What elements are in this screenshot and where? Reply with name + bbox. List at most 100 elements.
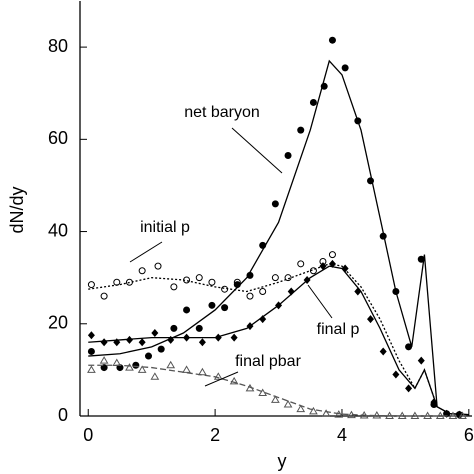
point: [287, 287, 295, 296]
point: [367, 177, 375, 185]
point: [166, 360, 176, 369]
point: [167, 335, 175, 344]
y-tick-label: 20: [48, 313, 68, 333]
point: [170, 283, 178, 291]
point: [99, 356, 109, 364]
point: [183, 333, 191, 342]
point: [410, 411, 420, 419]
point: [100, 338, 108, 347]
point: [246, 271, 254, 279]
annotation-line: [204, 371, 239, 387]
series-label: final pbar: [235, 353, 301, 370]
annotation-line: [307, 284, 333, 319]
point: [392, 288, 400, 295]
point: [183, 276, 191, 284]
point: [213, 372, 223, 380]
x-tick-label: 6: [464, 425, 474, 445]
point: [258, 388, 268, 396]
point: [372, 411, 382, 419]
point: [182, 365, 191, 373]
point: [208, 278, 216, 286]
point: [397, 411, 407, 419]
point: [230, 333, 238, 342]
point: [198, 338, 206, 347]
point: [341, 64, 349, 72]
y-tick-label: 60: [48, 128, 68, 148]
point: [214, 333, 222, 342]
point: [170, 324, 178, 332]
annotation-line: [231, 127, 283, 174]
point: [309, 267, 317, 275]
point: [113, 338, 121, 347]
x-tick-label: 4: [337, 425, 347, 445]
point: [435, 411, 445, 419]
point: [392, 370, 400, 379]
point: [100, 292, 108, 300]
point: [195, 324, 203, 332]
point: [221, 285, 229, 293]
series-label: initial p: [140, 219, 190, 236]
point: [125, 335, 133, 344]
point: [87, 331, 95, 340]
point: [259, 241, 267, 249]
point: [113, 278, 121, 286]
point: [137, 365, 147, 373]
point: [229, 376, 239, 385]
point: [347, 410, 356, 419]
point: [283, 399, 293, 408]
point: [125, 363, 134, 371]
point: [145, 352, 153, 360]
point: [284, 274, 292, 282]
point: [297, 260, 305, 268]
point: [320, 82, 328, 90]
point: [417, 255, 425, 263]
point: [328, 251, 336, 259]
point: [319, 262, 327, 271]
point: [150, 372, 160, 380]
annotation-line: [129, 241, 163, 263]
point: [341, 264, 349, 273]
point: [405, 343, 413, 351]
point: [259, 288, 267, 295]
point: [367, 315, 375, 324]
point: [233, 278, 241, 286]
point: [328, 36, 336, 44]
curve: [88, 263, 438, 407]
point: [87, 365, 96, 373]
point: [87, 347, 95, 355]
point: [297, 126, 305, 134]
point: [284, 151, 292, 159]
point: [423, 411, 432, 419]
point: [334, 410, 344, 418]
curve: [88, 265, 469, 416]
point: [183, 306, 191, 314]
point: [233, 281, 241, 289]
point: [138, 338, 146, 347]
point: [112, 358, 122, 366]
point: [151, 329, 159, 337]
point: [208, 301, 216, 309]
curve: [88, 59, 469, 416]
point: [430, 398, 438, 407]
point: [321, 409, 331, 417]
point: [195, 274, 203, 282]
point: [309, 406, 318, 415]
point: [275, 301, 283, 310]
point: [198, 367, 207, 376]
point: [296, 404, 306, 413]
point: [221, 304, 229, 312]
point: [270, 395, 280, 403]
point: [246, 322, 254, 331]
point: [354, 117, 362, 125]
point: [259, 315, 267, 324]
point: [132, 361, 140, 369]
point: [125, 278, 133, 286]
point: [246, 292, 254, 300]
point: [354, 287, 362, 296]
point: [405, 384, 413, 393]
x-axis-label: y: [278, 451, 287, 471]
point: [303, 275, 311, 284]
point: [458, 411, 467, 419]
series-label: net baryon: [184, 104, 260, 121]
